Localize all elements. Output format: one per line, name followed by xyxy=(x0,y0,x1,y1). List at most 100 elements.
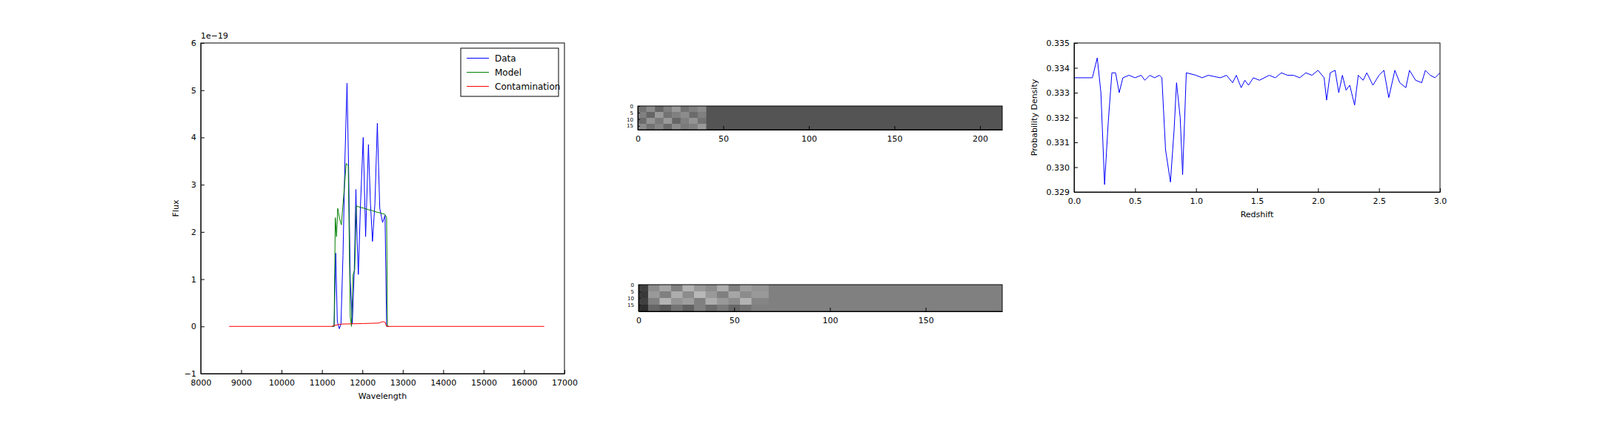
tick: 9000 xyxy=(231,369,252,388)
series-line xyxy=(331,162,389,326)
tick: 0.335 xyxy=(1046,38,1079,49)
tick-label: 3 xyxy=(191,180,197,190)
y-axis: −10123456 xyxy=(184,38,205,379)
tick-label: 15 xyxy=(627,302,635,309)
image-cell xyxy=(680,111,690,119)
tick: 5 xyxy=(631,288,641,295)
tick-mark xyxy=(362,369,363,374)
tick: 150 xyxy=(918,307,935,326)
image-cell xyxy=(646,123,656,130)
image-cell xyxy=(659,291,672,299)
tick-mark xyxy=(1074,68,1078,69)
tick-mark xyxy=(200,90,205,92)
tick-label: 0.333 xyxy=(1046,88,1071,98)
tick-label: 0.330 xyxy=(1046,162,1071,173)
tick: 50 xyxy=(729,307,740,326)
axis-offset-label: 1e−19 xyxy=(200,31,229,41)
y-axis: 0.3290.3300.3310.3320.3330.3340.335 xyxy=(1046,38,1079,198)
tick-mark xyxy=(281,369,283,374)
tick-label: 4 xyxy=(191,132,197,143)
y-axis-title: Flux xyxy=(171,199,181,217)
x-axis-title: Wavelength xyxy=(358,391,407,401)
image-cell xyxy=(671,123,681,130)
tick-label: 0.332 xyxy=(1046,113,1071,123)
image-cell xyxy=(751,304,769,312)
tick: 0 xyxy=(630,103,640,110)
image-cell xyxy=(648,284,660,292)
image-cell xyxy=(705,304,718,312)
image-cell xyxy=(663,111,673,119)
tick: 14000 xyxy=(430,369,457,388)
tick: 15 xyxy=(626,122,640,129)
tick-label: 10 xyxy=(627,295,635,302)
legend-label: Model xyxy=(494,67,522,78)
image-cell xyxy=(648,297,660,306)
tick: 4 xyxy=(191,132,205,143)
image-cell xyxy=(717,284,729,292)
image-cell xyxy=(648,291,660,299)
plot-area xyxy=(1074,57,1440,185)
tick-mark xyxy=(638,297,641,299)
image-cell xyxy=(717,304,729,312)
tick-label: 15 xyxy=(626,122,634,129)
x-axis: 050100150 xyxy=(636,307,1003,326)
tick: 16000 xyxy=(511,369,538,388)
y-axis: 051015 xyxy=(627,282,641,312)
image-cell xyxy=(638,297,649,306)
tick-label: 5 xyxy=(631,288,635,295)
image-cell xyxy=(694,304,706,312)
tick-label: 3.0 xyxy=(1434,196,1448,206)
tick-mark xyxy=(402,369,404,374)
image-cell xyxy=(663,123,673,130)
tick-label: 0 xyxy=(635,134,641,144)
image-cell xyxy=(768,304,1003,312)
tick-label: 150 xyxy=(886,134,903,144)
tick-mark xyxy=(637,119,640,120)
tick-mark xyxy=(1074,191,1078,193)
plot-frame xyxy=(638,284,1003,312)
plot-frame xyxy=(637,105,1003,130)
tick-label: 10 xyxy=(626,117,634,123)
tick: 0.331 xyxy=(1046,137,1079,148)
image-cell xyxy=(682,297,695,306)
image-cell xyxy=(638,291,649,299)
image-cell xyxy=(688,123,698,130)
image-cell xyxy=(654,105,664,113)
line-chart: 8000900010000110001200013000140001500016… xyxy=(171,31,578,401)
line-chart: 0.00.51.01.52.02.53.00.3290.3300.3310.33… xyxy=(1029,38,1447,220)
image-cell xyxy=(705,111,1003,119)
tick-label: 0.0 xyxy=(1068,196,1082,206)
image-cell xyxy=(740,284,752,292)
image-cell xyxy=(740,304,752,312)
tick: 12000 xyxy=(349,369,376,388)
image-cell xyxy=(751,297,769,306)
tick-label: 2.5 xyxy=(1372,196,1386,206)
tick-label: 150 xyxy=(918,315,935,326)
tick-mark xyxy=(638,291,641,292)
tick-label: 0.335 xyxy=(1046,38,1071,49)
image-cell xyxy=(697,105,707,113)
image-cell xyxy=(671,105,681,113)
plot-frame xyxy=(200,42,565,374)
tick-mark xyxy=(638,304,641,306)
image-cell xyxy=(671,304,683,312)
tick: 10000 xyxy=(268,369,295,388)
y-axis-title: Probability Density xyxy=(1029,78,1040,156)
tick: 13000 xyxy=(390,369,417,388)
image-cell xyxy=(659,304,672,312)
tick-mark xyxy=(1074,42,1078,44)
image-cell xyxy=(705,297,718,306)
tick: 11000 xyxy=(309,369,336,388)
tick-mark xyxy=(637,125,640,127)
x-axis-line xyxy=(638,129,1003,131)
image-cell xyxy=(768,297,1003,306)
legend-swatch xyxy=(466,57,489,59)
tick-label: 8000 xyxy=(191,377,212,388)
tick-label: 0.5 xyxy=(1128,196,1143,206)
image-cell xyxy=(688,111,698,119)
tick: 0.329 xyxy=(1046,187,1079,198)
x-axis-line xyxy=(639,311,1003,312)
image-cell xyxy=(680,117,690,125)
image-cell xyxy=(654,123,664,130)
tick: 0 xyxy=(631,282,641,289)
